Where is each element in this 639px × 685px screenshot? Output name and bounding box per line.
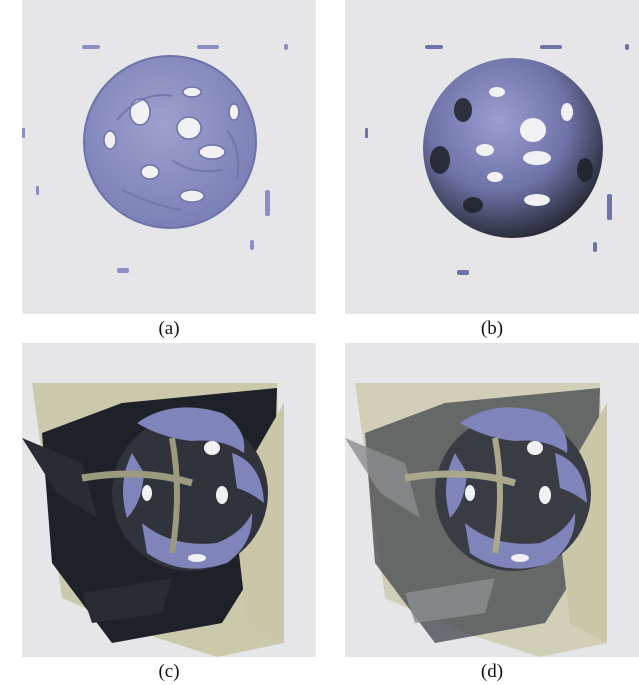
panel-c-caption: (c) [158,661,180,682]
panel-b-image [345,0,639,314]
panel-b-caption: (b) [480,318,504,339]
isosurface-render-planes-opaque [22,383,284,657]
panel-c-image [22,343,316,657]
panel-a-image [22,0,316,314]
panel-a-caption: (a) [158,318,180,339]
isosurface-render-shaded [365,44,629,275]
isosurface-render-planes-translucent [345,383,607,657]
panel-d-caption: (d) [480,661,504,682]
isosurface-render-flat [22,44,288,273]
panel-d-image [345,343,639,657]
